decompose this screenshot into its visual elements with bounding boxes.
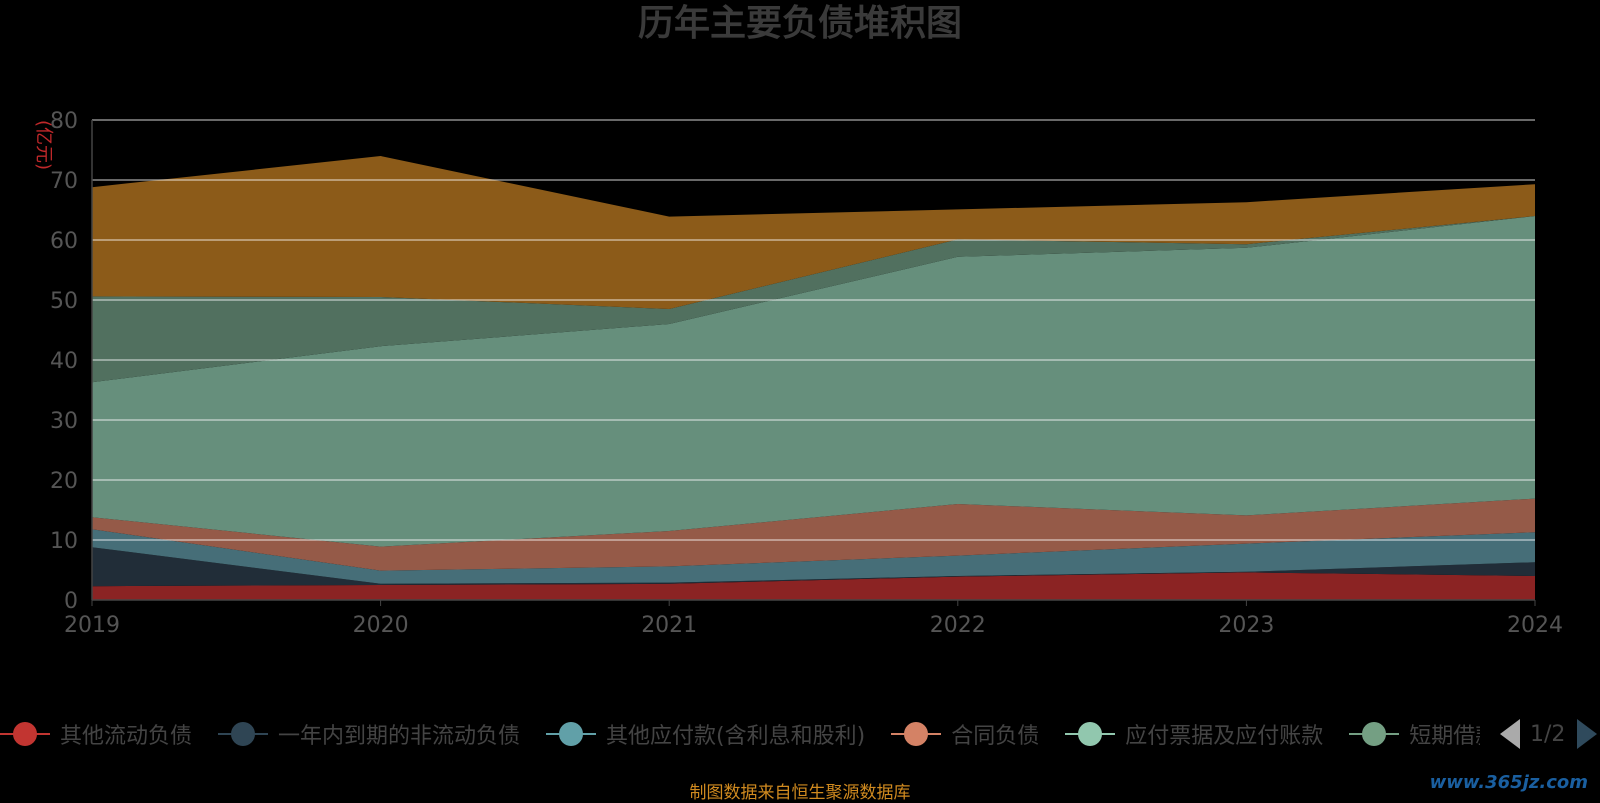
x-tick-label: 2022 — [930, 613, 986, 638]
x-tick-label: 2021 — [641, 613, 697, 638]
x-tick-label: 2024 — [1507, 613, 1563, 638]
legend-label: 其他流动负债 — [60, 724, 193, 749]
y-tick-label: 20 — [50, 469, 78, 494]
area-series-5 — [92, 216, 1535, 383]
y-tick-label: 50 — [50, 289, 78, 314]
watermark: www.365jz.com — [1429, 772, 1588, 793]
legend-item-0[interactable]: 其他流动负债 — [0, 712, 192, 756]
y-tick-label: 10 — [50, 529, 78, 554]
legend-next-page-button[interactable] — [1577, 719, 1598, 749]
y-tick-label: 30 — [50, 409, 78, 434]
legend-marker — [0, 722, 50, 746]
legend: 其他流动负债 一年内到期的非流动负债 其他应付款(含利息和股利) 合同负债 应付票据及应… — [0, 712, 1480, 756]
legend-page-indicator: 1/2 — [1530, 721, 1566, 747]
legend-marker — [546, 722, 597, 746]
area-series-2 — [92, 529, 1535, 584]
legend-dot-icon — [13, 722, 37, 746]
legend-label: 一年内到期的非流动负债 — [278, 724, 521, 749]
legend-item-3[interactable]: 合同负债 — [891, 712, 1039, 756]
legend-dot-icon — [1362, 722, 1387, 746]
legend-item-2[interactable]: 其他应付款(含利息和股利) — [546, 712, 865, 756]
legend-dot-icon — [231, 722, 256, 746]
legend-dot-icon — [904, 722, 929, 746]
stacked-area-chart: 0 10 20 30 40 50 60 70 80 2019 2020 2021 2022 2023 202… — [33, 109, 1563, 638]
legend-item-4[interactable]: 应付票据及应付账款 — [1065, 712, 1323, 756]
legend-marker — [891, 722, 942, 746]
legend-label: 短期借款 — [1409, 724, 1480, 749]
y-tick-label: 40 — [50, 349, 78, 374]
area-series-6 — [92, 156, 1535, 309]
legend-prev-page-button[interactable] — [1500, 719, 1520, 749]
y-tick-label: 60 — [50, 229, 78, 254]
gridlines — [92, 119, 1535, 541]
legend-label: 其他应付款(含利息和股利) — [606, 724, 866, 749]
y-tick-label: 70 — [50, 169, 78, 194]
area-series-1 — [92, 547, 1535, 587]
legend-pager: 1/2 — [1500, 716, 1598, 752]
area-series-group — [92, 156, 1535, 600]
y-tick-label: 0 — [64, 589, 78, 614]
area-series-4 — [92, 216, 1535, 547]
area-series-3 — [92, 498, 1535, 571]
legend-dot-icon — [559, 722, 584, 746]
legend-dot-icon — [1078, 722, 1103, 746]
legend-item-5[interactable]: 短期借款 — [1349, 712, 1480, 756]
legend-item-1[interactable]: 一年内到期的非流动负债 — [218, 712, 520, 756]
x-tick-label: 2019 — [64, 613, 120, 638]
legend-label: 应付票据及应付账款 — [1125, 724, 1324, 749]
legend-marker — [1349, 722, 1400, 746]
x-tick-label: 2020 — [353, 613, 409, 638]
axes: 0 10 20 30 40 50 60 70 80 2019 2020 2021 2022 2023 202… — [50, 109, 1563, 638]
legend-marker — [1065, 722, 1116, 746]
area-series-0 — [92, 572, 1535, 600]
chart-title: 历年主要负债堆积图 — [637, 3, 962, 44]
x-tick-label: 2023 — [1218, 613, 1274, 638]
data-source-note: 制图数据来自恒生聚源数据库 — [689, 783, 911, 803]
legend-marker — [218, 722, 269, 746]
y-axis-unit-label: (亿元) — [33, 120, 54, 170]
legend-label: 合同负债 — [951, 724, 1040, 749]
y-tick-label: 80 — [50, 109, 78, 134]
